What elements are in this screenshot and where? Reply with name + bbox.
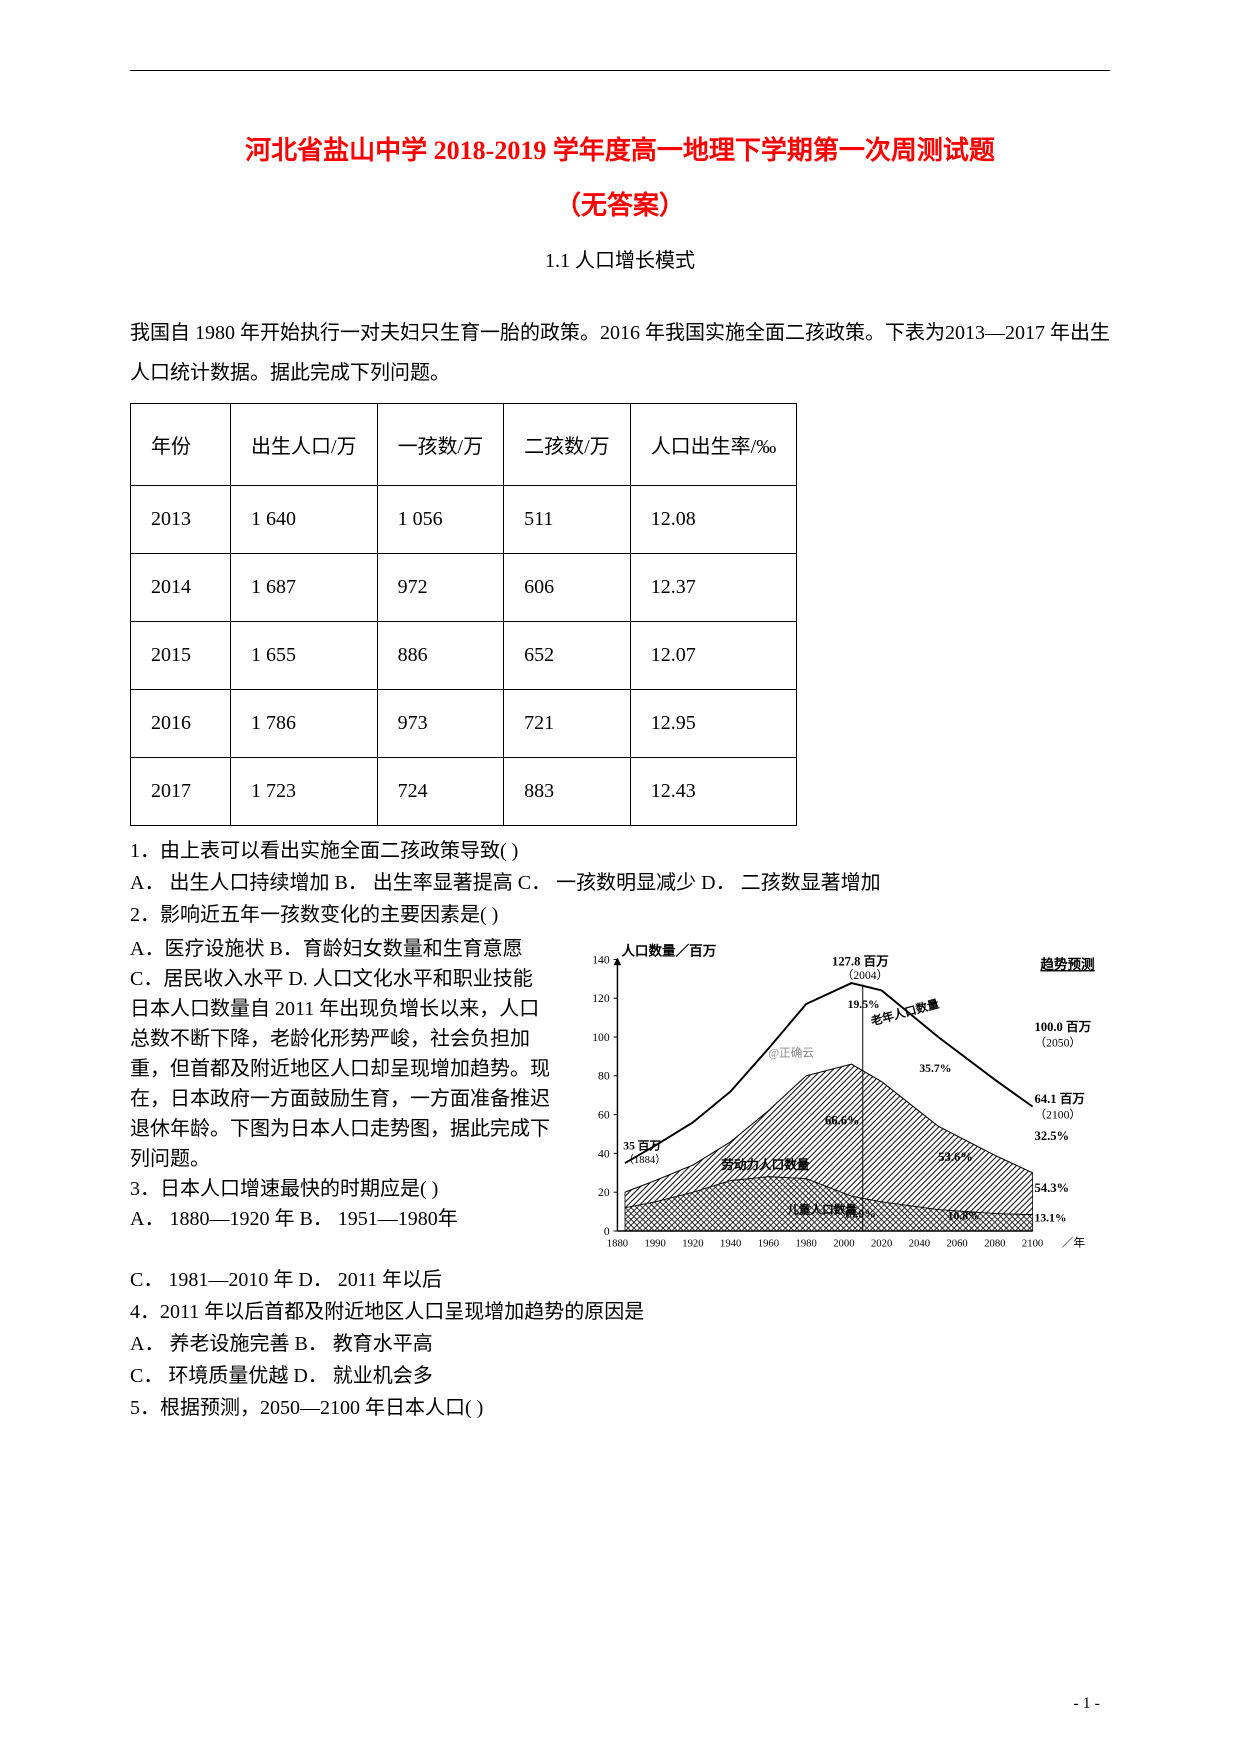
section-title: 1.1 人口增长模式 xyxy=(130,244,1110,273)
table-cell: 883 xyxy=(504,758,631,826)
svg-text:1990: 1990 xyxy=(644,1239,665,1250)
doc-title: 河北省盐山中学 2018-2019 学年度高一地理下学期第一次周测试题 xyxy=(130,130,1110,167)
svg-text:1960: 1960 xyxy=(758,1239,779,1250)
table-cell: 511 xyxy=(504,486,631,554)
svg-text:1980: 1980 xyxy=(795,1239,816,1250)
svg-text:2060: 2060 xyxy=(946,1239,967,1250)
table-header-cell: 出生人口/万 xyxy=(231,404,378,486)
q4-stem: 4．2011 年以后首都及附近地区人口呈现增加趋势的原因是 xyxy=(130,1297,1110,1327)
svg-text:53.6%: 53.6% xyxy=(938,1150,973,1164)
svg-text:13.1%: 13.1% xyxy=(1034,1211,1066,1224)
svg-text:100.0 百万: 100.0 百万 xyxy=(1034,1020,1091,1034)
svg-text:1940: 1940 xyxy=(720,1239,741,1250)
table-cell: 1 056 xyxy=(377,486,504,554)
passage-2: 日本人口数量自 2011 年出现负增长以来，人口总数不断下降，老龄化形势严峻，社… xyxy=(130,994,557,1174)
table-header-cell: 年份 xyxy=(131,404,231,486)
table-cell: 2014 xyxy=(131,554,231,622)
q5-stem: 5．根据预测，2050—2100 年日本人口( ) xyxy=(130,1393,1110,1423)
intro-paragraph: 我国自 1980 年开始执行一对夫妇只生育一胎的政策。2016 年我国实施全面二… xyxy=(130,313,1110,393)
svg-text:2000: 2000 xyxy=(833,1239,854,1250)
q3-options-line2: C． 1981—2010 年 D． 2011 年以后 xyxy=(130,1265,1110,1295)
japan-population-chart: 0204060801001201401880199019201940196019… xyxy=(567,940,1110,1265)
table-cell: 1 786 xyxy=(231,690,378,758)
svg-text:2020: 2020 xyxy=(871,1239,892,1250)
table-cell: 12.07 xyxy=(630,622,797,690)
q1-stem: 1．由上表可以看出实施全面二孩政策导致( ) xyxy=(130,836,1110,866)
svg-text:100: 100 xyxy=(592,1031,610,1044)
svg-text:127.8 百万: 127.8 百万 xyxy=(832,955,889,969)
table-cell: 12.37 xyxy=(630,554,797,622)
svg-text:／年: ／年 xyxy=(1061,1236,1085,1250)
table-cell: 724 xyxy=(377,758,504,826)
table-cell: 12.08 xyxy=(630,486,797,554)
svg-text:（2004）: （2004） xyxy=(842,968,889,982)
q3-options-line1: A． 1880—1920 年 B． 1951—1980年 xyxy=(130,1204,557,1234)
table-cell: 1 687 xyxy=(231,554,378,622)
svg-text:劳动力人口数量: 劳动力人口数量 xyxy=(721,1157,810,1172)
svg-text:40: 40 xyxy=(598,1147,610,1160)
svg-text:60: 60 xyxy=(598,1108,610,1121)
svg-text:32.5%: 32.5% xyxy=(1034,1129,1069,1143)
table-cell: 2017 xyxy=(131,758,231,826)
table-cell: 886 xyxy=(377,622,504,690)
doc-subtitle: （无答案） xyxy=(130,185,1110,222)
svg-text:趋势预测: 趋势预测 xyxy=(1040,956,1094,972)
q4-options-line2: C． 环境质量优越 D． 就业机会多 xyxy=(130,1361,1110,1391)
svg-text:1880: 1880 xyxy=(607,1239,628,1250)
table-cell: 1 723 xyxy=(231,758,378,826)
table-cell: 1 640 xyxy=(231,486,378,554)
svg-text:10.8%: 10.8% xyxy=(947,1209,979,1222)
svg-text:@正确云: @正确云 xyxy=(768,1046,814,1059)
table-cell: 721 xyxy=(504,690,631,758)
svg-text:人口数量／百万: 人口数量／百万 xyxy=(621,943,716,959)
svg-text:（1884）: （1884） xyxy=(623,1153,666,1166)
table-cell: 2013 xyxy=(131,486,231,554)
birth-data-table: 年份出生人口/万一孩数/万二孩数/万人口出生率/‰ 20131 6401 0565… xyxy=(130,403,797,826)
q1-options: A． 出生人口持续增加 B． 出生率显著提高 C． 一孩数明显减少 D． 二孩数… xyxy=(130,868,1110,898)
svg-text:19.5%: 19.5% xyxy=(847,998,879,1011)
svg-text:（2100）: （2100） xyxy=(1034,1107,1081,1121)
table-header-cell: 人口出生率/‰ xyxy=(630,404,797,486)
table-cell: 2015 xyxy=(131,622,231,690)
svg-text:（2050）: （2050） xyxy=(1034,1036,1081,1050)
table-cell: 972 xyxy=(377,554,504,622)
svg-text:66.6%: 66.6% xyxy=(825,1113,860,1127)
table-cell: 12.43 xyxy=(630,758,797,826)
table-cell: 1 655 xyxy=(231,622,378,690)
top-rule xyxy=(130,70,1110,71)
svg-text:20: 20 xyxy=(598,1186,610,1199)
table-cell: 2016 xyxy=(131,690,231,758)
table-cell: 973 xyxy=(377,690,504,758)
table-cell: 12.95 xyxy=(630,690,797,758)
svg-text:0: 0 xyxy=(604,1225,610,1238)
svg-text:80: 80 xyxy=(598,1070,610,1083)
svg-text:13.9%: 13.9% xyxy=(844,1207,876,1220)
page-number: - 1 - xyxy=(1073,1695,1100,1713)
table-cell: 652 xyxy=(504,622,631,690)
q2-options: A．医疗设施状 B．育龄妇女数量和生育意愿 C．居民收入水平 D. 人口文化水平… xyxy=(130,934,557,994)
table-header-cell: 一孩数/万 xyxy=(377,404,504,486)
svg-text:2040: 2040 xyxy=(909,1239,930,1250)
q3-stem: 3．日本人口增速最快的时期应是( ) xyxy=(130,1174,557,1204)
table-cell: 606 xyxy=(504,554,631,622)
q2-stem: 2．影响近五年一孩数变化的主要因素是( ) xyxy=(130,900,1110,930)
svg-text:35 百万: 35 百万 xyxy=(623,1140,661,1153)
svg-text:140: 140 xyxy=(592,953,610,966)
svg-text:1920: 1920 xyxy=(682,1239,703,1250)
svg-text:64.1 百万: 64.1 百万 xyxy=(1034,1092,1085,1106)
svg-text:120: 120 xyxy=(592,992,610,1005)
svg-text:2080: 2080 xyxy=(984,1239,1005,1250)
svg-text:2100: 2100 xyxy=(1022,1239,1043,1250)
svg-text:54.3%: 54.3% xyxy=(1034,1181,1069,1195)
svg-text:35.7%: 35.7% xyxy=(919,1062,951,1075)
table-header-cell: 二孩数/万 xyxy=(504,404,631,486)
q4-options-line1: A． 养老设施完善 B． 教育水平高 xyxy=(130,1329,1110,1359)
